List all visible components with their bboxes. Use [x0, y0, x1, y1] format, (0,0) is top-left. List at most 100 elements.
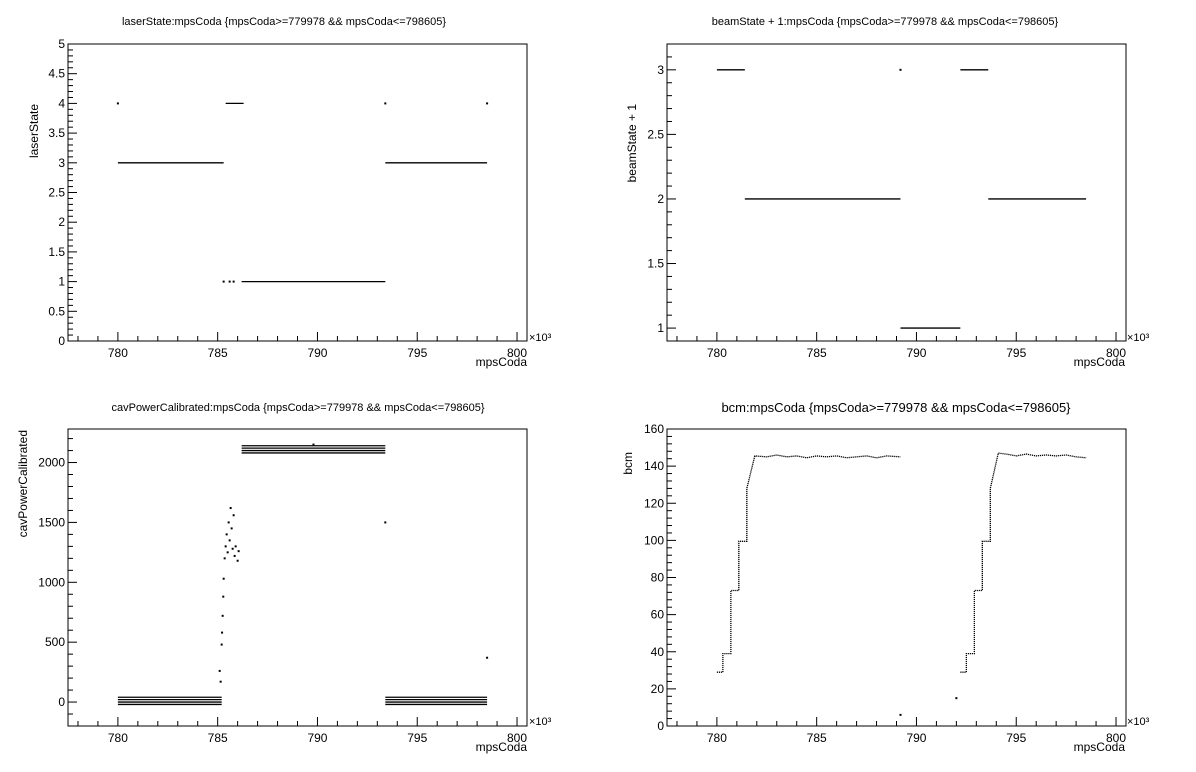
bcm-plot: bcm:mpsCoda {mpsCoda>=779978 && mpsCoda<…: [621, 400, 1150, 754]
y-axis-label: beamState + 1: [625, 104, 639, 183]
series-line: [960, 452, 1087, 673]
data-point: [223, 557, 226, 560]
data-point: [955, 697, 958, 700]
x-axis-label: mpsCoda: [1074, 740, 1126, 754]
y-tick-label: 120: [644, 496, 664, 510]
x-tick-label: 780: [707, 731, 727, 745]
x-tick-label: 800: [507, 346, 527, 360]
data-point: [229, 507, 232, 510]
data-point: [234, 545, 237, 548]
y-tick-label: 20: [651, 682, 665, 696]
y-tick-label: 100: [644, 533, 664, 547]
x-tick-label: 795: [1006, 346, 1026, 360]
data-point: [237, 550, 240, 553]
y-tick-label: 4: [58, 96, 65, 110]
data-point: [222, 280, 225, 283]
y-tick-label: 0.5: [48, 304, 65, 318]
chart-title: laserState:mpsCoda {mpsCoda>=779978 && m…: [122, 16, 446, 28]
chart-title: cavPowerCalibrated:mpsCoda {mpsCoda>=779…: [111, 402, 484, 414]
x-multiplier-label: ×10³: [529, 332, 552, 344]
y-tick-label: 2.5: [647, 127, 664, 141]
y-tick-label: 1500: [38, 515, 65, 529]
data-point: [228, 539, 231, 542]
data-point: [233, 554, 236, 557]
y-tick-label: 0: [58, 334, 65, 348]
y-tick-label: 3.5: [48, 126, 65, 140]
x-tick-label: 785: [807, 346, 827, 360]
x-tick-label: 790: [906, 346, 926, 360]
data-point: [899, 68, 902, 71]
beam-state-plot: beamState + 1:mpsCoda {mpsCoda>=779978 &…: [625, 16, 1150, 369]
x-tick-label: 785: [807, 731, 827, 745]
data-point: [225, 533, 228, 536]
y-tick-label: 2: [58, 215, 65, 229]
y-tick-label: 500: [45, 635, 65, 649]
data-point: [222, 595, 225, 598]
y-tick-label: 3: [657, 63, 664, 77]
x-tick-label: 785: [208, 731, 228, 745]
y-tick-label: 1: [657, 321, 664, 335]
x-tick-label: 800: [1106, 731, 1126, 745]
data-point: [227, 521, 230, 524]
data-point: [236, 559, 239, 562]
y-tick-label: 2: [657, 192, 664, 206]
data-point: [899, 713, 902, 716]
y-tick-label: 160: [644, 422, 664, 436]
data-point: [231, 547, 234, 550]
x-tick-label: 795: [1006, 731, 1026, 745]
x-tick-label: 785: [208, 346, 228, 360]
plot-frame: [666, 43, 1127, 342]
x-tick-label: 790: [307, 346, 327, 360]
plot-frame: [67, 43, 528, 342]
y-tick-label: 40: [651, 645, 665, 659]
x-axis-label: mpsCoda: [1074, 355, 1126, 369]
data-point: [219, 680, 222, 683]
data-point: [312, 443, 315, 446]
y-axis-label: cavPowerCalibrated: [16, 430, 30, 537]
laser-state-plot: laserState:mpsCoda {mpsCoda>=779978 && m…: [27, 16, 552, 369]
data-point: [232, 280, 235, 283]
y-tick-label: 2000: [38, 456, 65, 470]
x-multiplier-label: ×10³: [529, 716, 552, 728]
y-tick-label: 80: [651, 571, 665, 585]
series-line: [716, 454, 901, 673]
plot-frame: [67, 428, 528, 727]
x-tick-label: 780: [108, 346, 128, 360]
data-point: [226, 551, 229, 554]
data-point: [222, 577, 225, 580]
data-point: [221, 631, 224, 634]
data-point: [486, 656, 489, 659]
data-point: [228, 280, 231, 283]
x-axis-label: mpsCoda: [476, 740, 528, 754]
data-point: [384, 102, 387, 105]
x-axis-label: mpsCoda: [476, 355, 528, 369]
x-tick-label: 795: [407, 731, 427, 745]
data-point: [224, 545, 227, 548]
y-tick-label: 1.5: [647, 257, 664, 271]
y-tick-label: 3: [58, 156, 65, 170]
x-tick-label: 795: [407, 346, 427, 360]
y-tick-label: 0: [657, 719, 664, 733]
y-tick-label: 5: [58, 37, 65, 51]
y-tick-label: 1: [58, 275, 65, 289]
y-axis-label: bcm: [621, 452, 635, 475]
data-point: [220, 643, 223, 646]
x-tick-label: 790: [906, 731, 926, 745]
y-tick-label: 60: [651, 608, 665, 622]
y-tick-label: 4.5: [48, 67, 65, 81]
y-tick-label: 0: [58, 695, 65, 709]
y-tick-label: 140: [644, 459, 664, 473]
chart-title: beamState + 1:mpsCoda {mpsCoda>=779978 &…: [712, 16, 1059, 28]
x-multiplier-label: ×10³: [1127, 332, 1150, 344]
data-point: [218, 669, 221, 672]
plot-frame: [666, 428, 1127, 727]
y-tick-label: 2.5: [48, 186, 65, 200]
data-point: [232, 514, 235, 517]
y-tick-label: 1000: [38, 575, 65, 589]
data-point: [221, 614, 224, 617]
data-point: [230, 527, 233, 530]
cav-power-plot: cavPowerCalibrated:mpsCoda {mpsCoda>=779…: [16, 402, 552, 754]
x-tick-label: 790: [307, 731, 327, 745]
y-axis-label: laserState: [27, 104, 41, 158]
